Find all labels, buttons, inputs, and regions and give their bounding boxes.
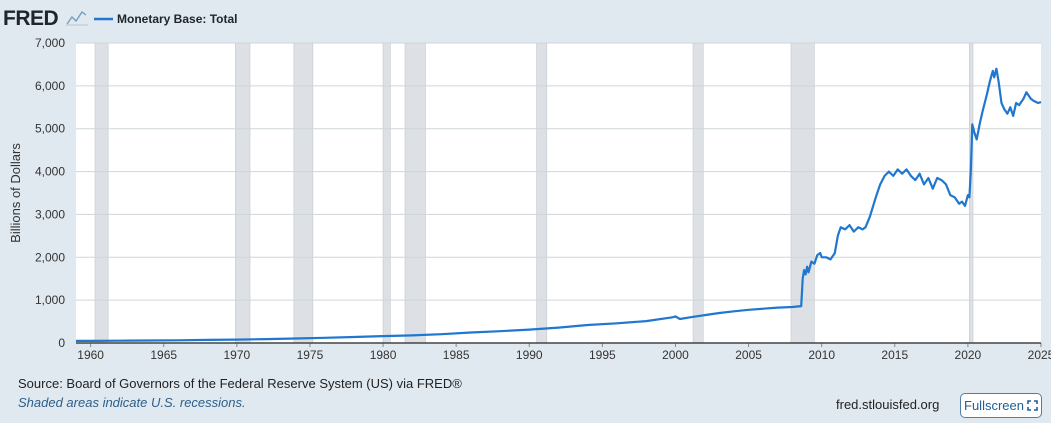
- chart-svg: FRED Monetary Base: Total 0 1,000 2,000 3,0…: [3, 7, 1051, 362]
- y-tick-label: 3,000: [35, 207, 65, 221]
- recession-band: [404, 42, 426, 344]
- x-tick-label: 1980: [370, 348, 397, 362]
- plot-background: [76, 43, 1041, 343]
- x-tick-label: 2010: [808, 348, 835, 362]
- recession-note: Shaded areas indicate U.S. recessions.: [18, 395, 246, 410]
- x-tick-label: 2015: [881, 348, 908, 362]
- site-link[interactable]: fred.stlouisfed.org: [836, 397, 940, 412]
- fullscreen-label: Fullscreen: [964, 398, 1024, 413]
- fred-logo[interactable]: FRED: [3, 7, 59, 30]
- fullscreen-icon: [1027, 400, 1038, 411]
- x-tick-label: 1960: [77, 348, 104, 362]
- recession-band: [235, 42, 251, 344]
- x-tick-label: 2020: [955, 348, 982, 362]
- source-text: Source: Board of Governors of the Federa…: [18, 376, 462, 391]
- y-tick-label: 2,000: [35, 250, 65, 264]
- legend-label: Monetary Base: Total: [117, 12, 237, 26]
- y-tick-label: 6,000: [35, 79, 65, 93]
- x-tick-labels: 1960 1965 1970 1975 1980 1985 1990 1995 2000 2005…: [77, 343, 1051, 362]
- chart-area: FRED Monetary Base: Total 0 1,000 2,000 3,0…: [3, 7, 1051, 362]
- x-tick-label: 1995: [589, 348, 616, 362]
- x-tick-label: 1985: [443, 348, 470, 362]
- x-tick-label: 1965: [150, 348, 177, 362]
- y-axis-label: Billions of Dollars: [8, 143, 23, 243]
- y-tick-label: 5,000: [35, 122, 65, 136]
- fullscreen-button[interactable]: Fullscreen: [960, 393, 1042, 418]
- logo-graph-icon: [66, 10, 88, 26]
- recession-band: [692, 42, 704, 344]
- y-tick-label: 1,000: [35, 293, 65, 307]
- series-line-monetary-base[interactable]: [76, 67, 1042, 342]
- y-gridlines: [76, 42, 1041, 301]
- x-tick-label: 2005: [735, 348, 762, 362]
- x-tick-label: 2000: [662, 348, 689, 362]
- legend: Monetary Base: Total: [94, 12, 237, 26]
- x-tick-label: 1970: [223, 348, 250, 362]
- recession-band: [293, 42, 314, 344]
- x-tick-label: 1990: [516, 348, 543, 362]
- recession-band: [94, 42, 109, 344]
- y-tick-labels: 0 1,000 2,000 3,000 4,000 5,000 6,000 7,000: [35, 36, 65, 350]
- x-tick-label: 2025: [1028, 348, 1051, 362]
- y-tick-label: 0: [58, 336, 65, 350]
- y-tick-label: 7,000: [35, 36, 65, 50]
- recession-band: [382, 42, 391, 344]
- x-tick-label: 1975: [297, 348, 324, 362]
- recession-band: [536, 42, 548, 344]
- y-tick-label: 4,000: [35, 165, 65, 179]
